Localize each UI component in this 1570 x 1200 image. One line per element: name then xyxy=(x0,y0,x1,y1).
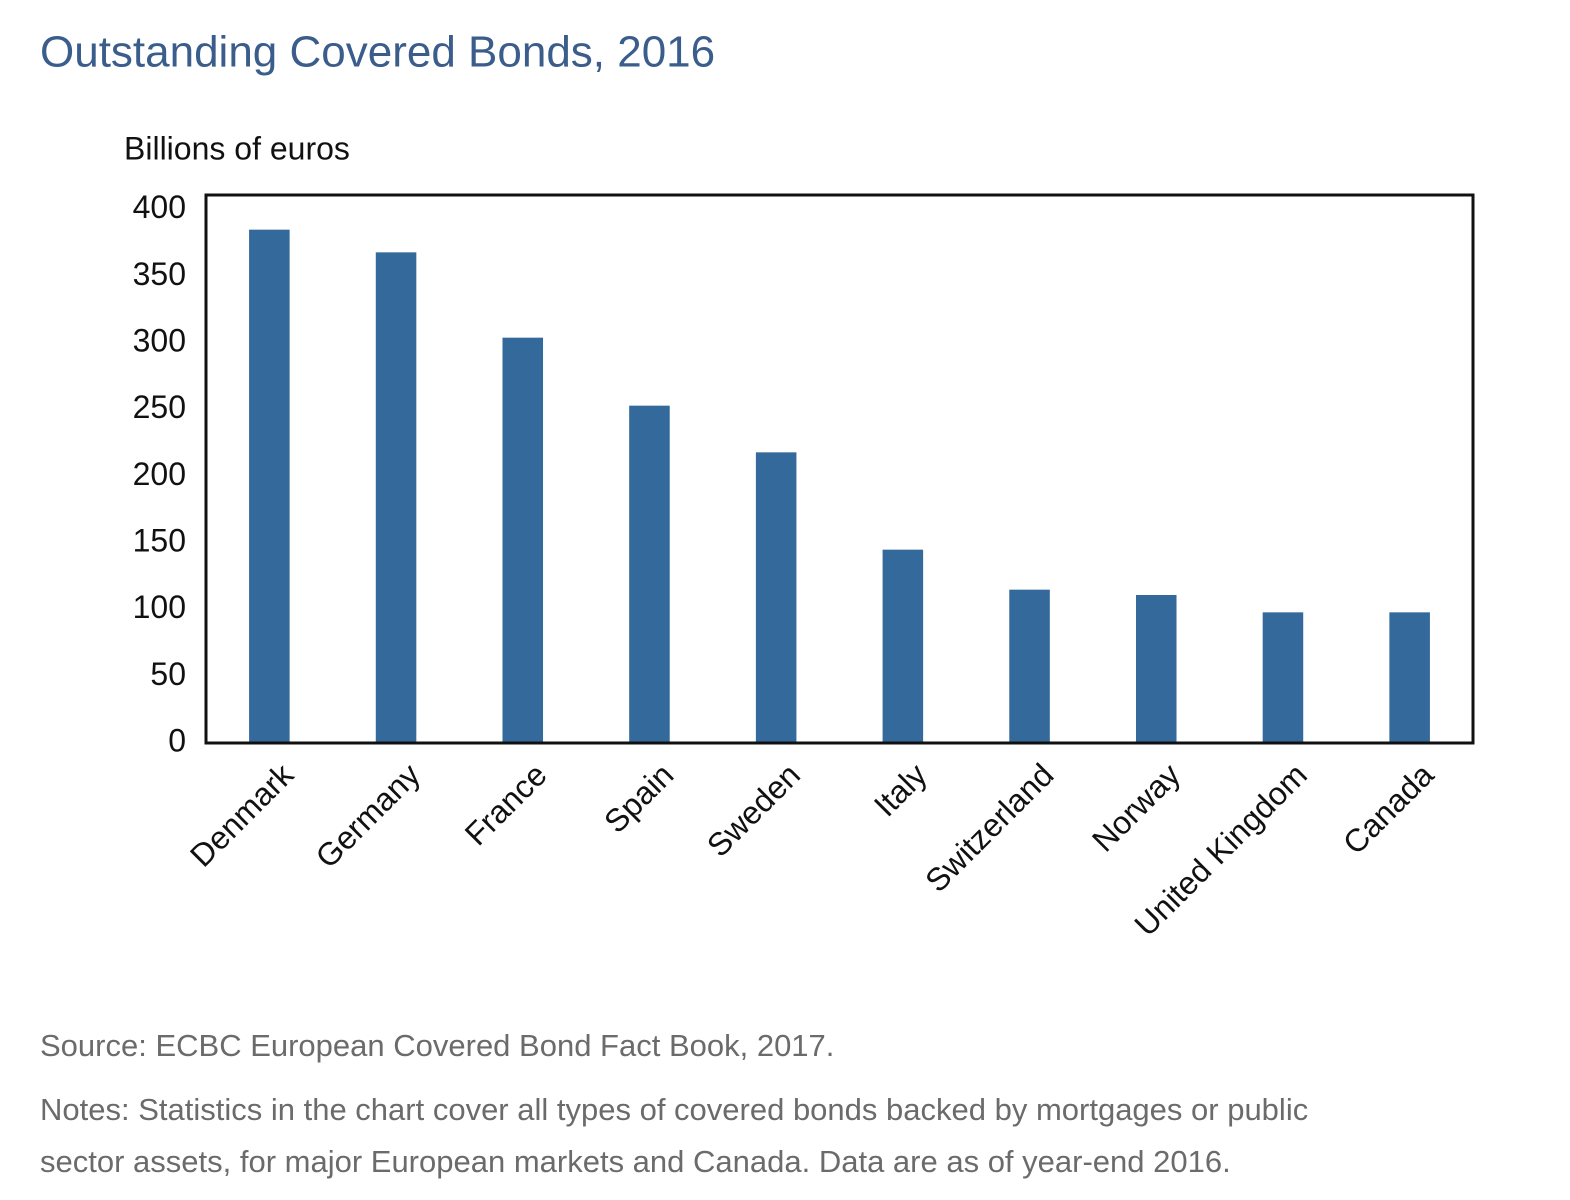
bar xyxy=(755,452,797,743)
y-axis-label: Billions of euros xyxy=(124,130,350,166)
y-tick-label: 150 xyxy=(133,522,186,558)
note-line: Notes: Statistics in the chart cover all… xyxy=(40,1092,1308,1127)
x-tick-label: France xyxy=(458,756,554,852)
x-tick-label: Canada xyxy=(1336,756,1441,861)
bar xyxy=(375,252,417,744)
bar xyxy=(629,405,670,743)
bar xyxy=(1009,589,1050,743)
y-tick-label: 200 xyxy=(133,456,186,492)
x-tick-label: Spain xyxy=(597,756,680,839)
bar xyxy=(882,549,924,743)
y-tick-label: 350 xyxy=(133,256,186,292)
y-tick-label: 400 xyxy=(133,189,186,225)
y-tick-label: 300 xyxy=(133,322,186,358)
x-tick-label: Sweden xyxy=(700,756,807,863)
chart-title: Outstanding Covered Bonds, 2016 xyxy=(40,28,715,77)
plot-frame xyxy=(204,193,1475,745)
bar xyxy=(502,337,544,743)
y-tick-label: 250 xyxy=(133,389,186,425)
bar xyxy=(249,229,290,743)
bar xyxy=(1389,612,1430,743)
y-tick-label: 0 xyxy=(168,722,186,758)
x-tick-label: Norway xyxy=(1085,756,1187,858)
y-tick-label: 50 xyxy=(150,656,186,692)
note-line: sector assets, for major European market… xyxy=(40,1144,1231,1179)
bar xyxy=(1135,595,1177,743)
bar xyxy=(1262,612,1304,743)
y-tick-label: 100 xyxy=(133,589,186,625)
x-tick-label: Switzerland xyxy=(918,756,1060,898)
x-tick-label: Italy xyxy=(867,756,934,823)
source: Source: ECBC European Covered Bond Fact … xyxy=(40,1028,834,1063)
x-tick-label: Germany xyxy=(308,756,427,875)
x-tick-label: Denmark xyxy=(183,756,301,874)
